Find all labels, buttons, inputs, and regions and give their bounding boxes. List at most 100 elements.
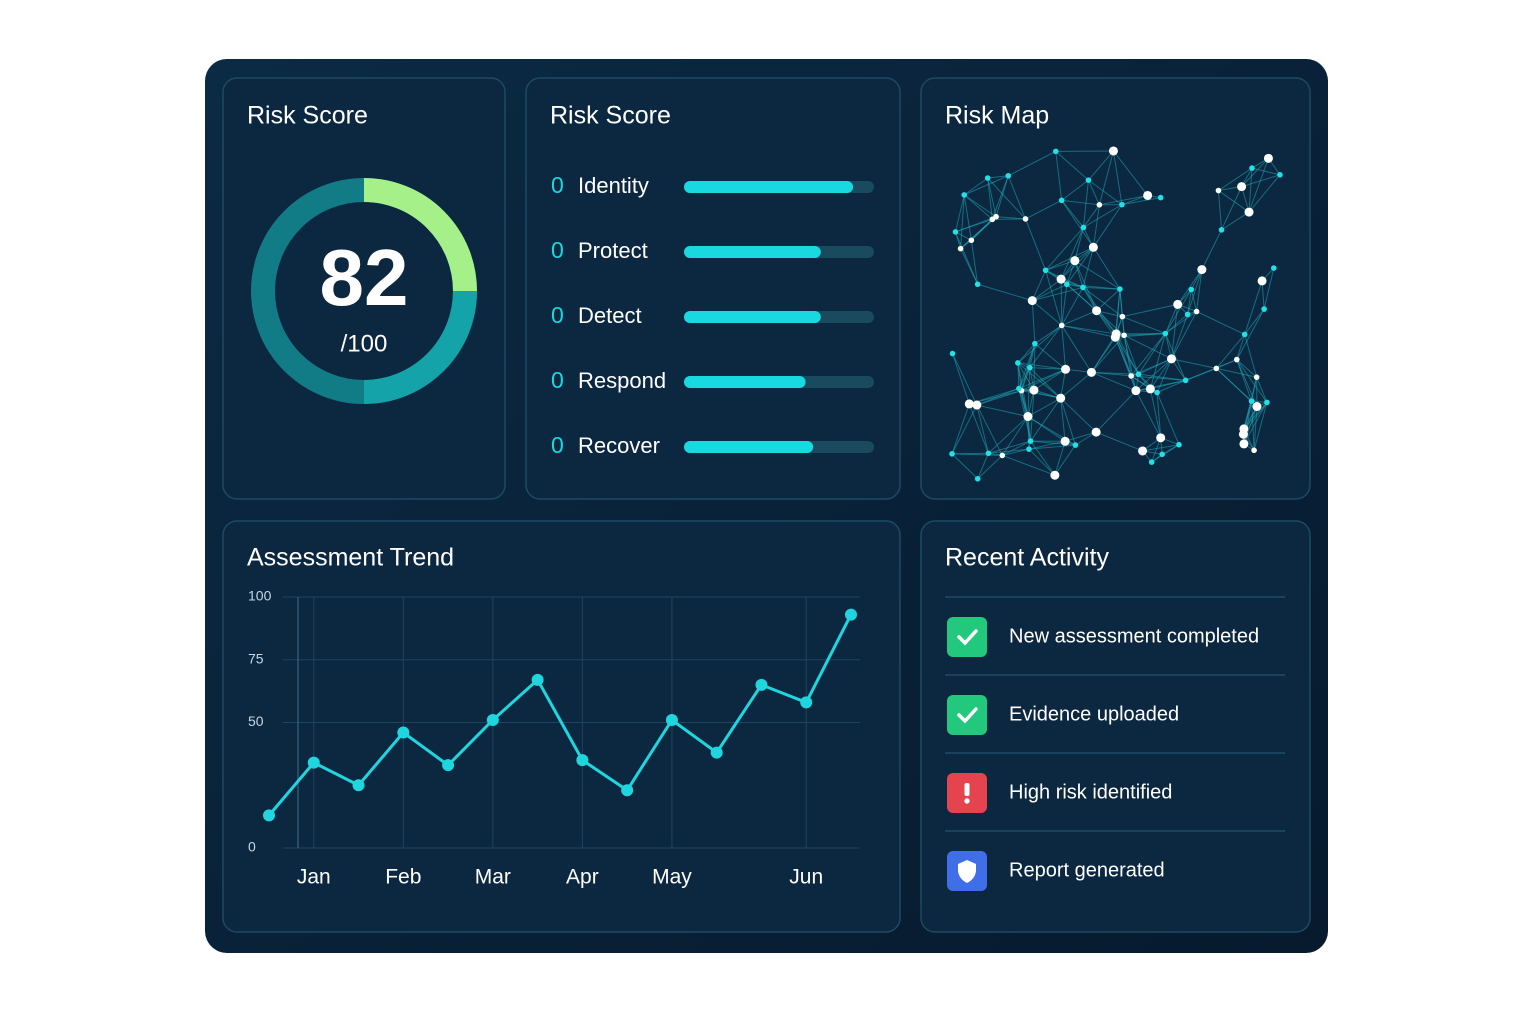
- map-link: [1092, 204, 1100, 248]
- map-node: [1058, 322, 1065, 329]
- map-link: [952, 353, 970, 405]
- map-link: [988, 448, 1030, 454]
- score-panel: [222, 77, 506, 500]
- map-link: [976, 404, 1003, 456]
- map-link: [1121, 195, 1148, 206]
- map-node: [1277, 172, 1283, 178]
- bar: [684, 441, 814, 453]
- map-link: [1121, 316, 1125, 336]
- trend-point: [352, 779, 365, 792]
- map-link: [1061, 324, 1116, 338]
- map-link: [1061, 200, 1084, 228]
- map-link: [1083, 204, 1100, 228]
- map-link: [1221, 211, 1250, 231]
- map-link: [1054, 441, 1066, 476]
- trend-point: [442, 759, 455, 772]
- map-node: [964, 399, 974, 409]
- map-link: [1236, 308, 1265, 360]
- trend-point: [486, 713, 499, 726]
- map-link: [1091, 336, 1116, 373]
- map-link: [1045, 260, 1075, 271]
- map-link: [968, 403, 989, 454]
- activity-text: Evidence uploaded: [1009, 703, 1179, 725]
- map-link: [1017, 362, 1035, 391]
- map-link: [1017, 362, 1020, 389]
- trend-panel: [222, 520, 901, 933]
- map-link: [1236, 359, 1257, 378]
- map-link: [1138, 358, 1172, 375]
- map-link: [1060, 279, 1063, 326]
- map-link: [1002, 448, 1030, 456]
- map-link: [1261, 280, 1265, 310]
- map-link: [1156, 392, 1180, 445]
- map-link: [1243, 401, 1253, 430]
- map-link: [1156, 379, 1186, 393]
- map-link: [1253, 406, 1258, 451]
- map-node: [1264, 399, 1270, 406]
- map-link: [1218, 190, 1250, 213]
- map-node: [1248, 398, 1255, 404]
- y-tick-label: 50: [248, 713, 264, 729]
- map-link: [1253, 402, 1268, 451]
- map-node: [1023, 412, 1033, 422]
- map-link: [1061, 324, 1117, 335]
- map-link: [977, 453, 989, 479]
- map-link: [1066, 283, 1097, 312]
- map-link: [1241, 157, 1269, 187]
- map-link: [1032, 283, 1068, 302]
- map-link: [1149, 333, 1166, 390]
- panel-title: Assessment Trend: [247, 544, 454, 572]
- map-link: [1060, 398, 1076, 446]
- gauge-arc: [363, 178, 477, 292]
- map-link: [1095, 390, 1137, 433]
- map-node: [1096, 202, 1103, 208]
- map-node: [1244, 207, 1254, 217]
- map-link: [1027, 416, 1066, 442]
- map-node: [999, 452, 1006, 459]
- map-link: [1087, 179, 1100, 206]
- map-node: [1197, 265, 1207, 275]
- map-link: [1171, 358, 1217, 369]
- map-link: [1018, 368, 1066, 390]
- map-node: [1022, 216, 1029, 222]
- x-tick-label: Jan: [297, 866, 331, 889]
- map-node: [1252, 402, 1262, 412]
- map-node: [1061, 364, 1071, 374]
- map-link: [964, 175, 1009, 196]
- map-link: [1135, 390, 1162, 439]
- icon-alert: [964, 783, 970, 796]
- map-link: [1236, 334, 1246, 360]
- map-link: [1028, 448, 1056, 476]
- map-link: [1082, 287, 1123, 318]
- map-link: [1123, 335, 1140, 375]
- x-tick-label: May: [652, 866, 692, 889]
- panel-title: Recent Activity: [945, 544, 1109, 572]
- activity-text: High risk identified: [1009, 781, 1172, 803]
- map-link: [1001, 416, 1029, 456]
- map-node: [1091, 427, 1101, 437]
- map-link: [1149, 358, 1172, 390]
- map-link: [1061, 199, 1100, 206]
- map-link: [1216, 367, 1257, 378]
- map-node: [1159, 451, 1165, 458]
- map-link: [955, 231, 972, 241]
- map-link: [951, 453, 979, 480]
- map-node: [1050, 470, 1060, 480]
- map-link: [1027, 390, 1035, 417]
- map-node: [1176, 441, 1182, 448]
- bar-label: Recover: [578, 433, 660, 458]
- map-link: [1029, 325, 1063, 368]
- activity-icon: [947, 617, 987, 657]
- map-link: [1096, 288, 1121, 312]
- map-node: [1166, 354, 1176, 364]
- map-link: [1256, 377, 1268, 403]
- map-node: [1128, 373, 1134, 379]
- map-link: [1251, 167, 1281, 176]
- map-link: [987, 177, 1026, 220]
- map-link: [1002, 440, 1031, 456]
- map-node: [1251, 447, 1257, 454]
- map-link: [1031, 278, 1062, 301]
- bar-score: 0: [551, 432, 564, 458]
- map-link: [960, 194, 965, 249]
